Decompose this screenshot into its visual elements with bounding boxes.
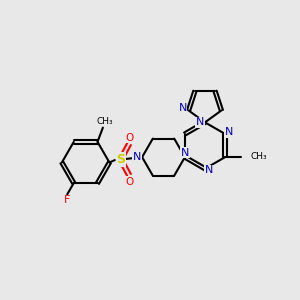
Text: CH₃: CH₃ — [251, 152, 268, 161]
Text: N: N — [225, 128, 233, 137]
Text: O: O — [125, 133, 134, 142]
Text: N: N — [133, 152, 141, 162]
Text: N: N — [205, 165, 213, 175]
Text: CH₃: CH₃ — [96, 117, 113, 126]
Text: O: O — [125, 176, 134, 187]
Text: S: S — [116, 153, 125, 166]
Text: N: N — [196, 117, 204, 128]
Text: N: N — [181, 148, 189, 158]
Text: F: F — [63, 195, 70, 205]
Text: N: N — [178, 103, 187, 113]
